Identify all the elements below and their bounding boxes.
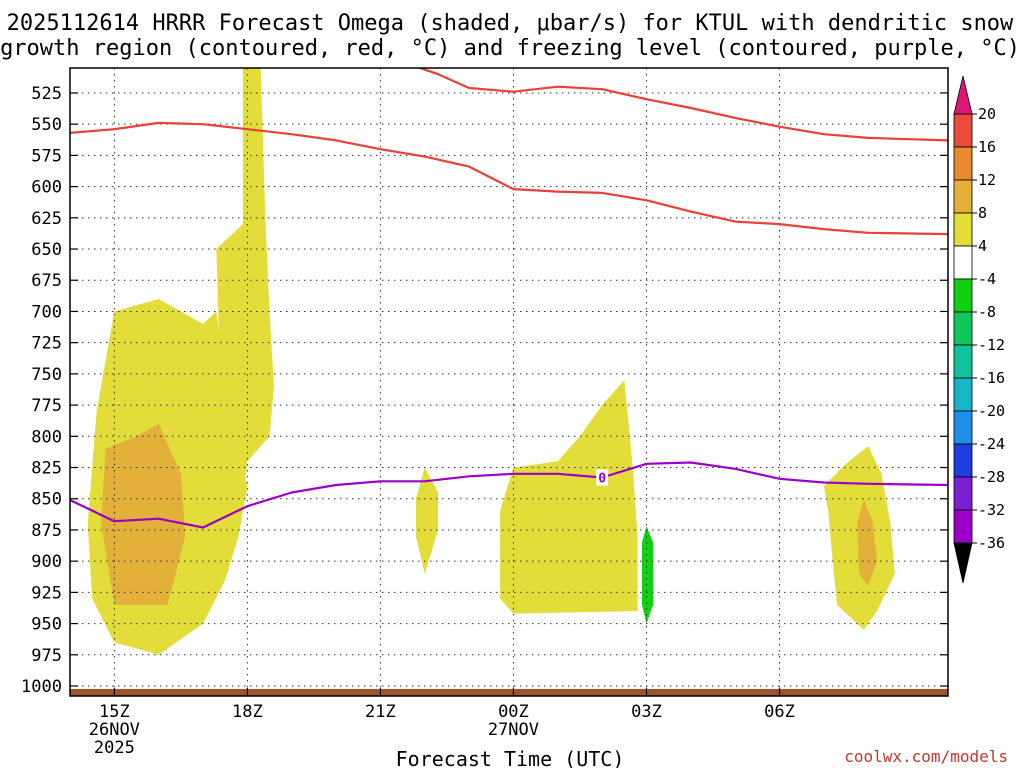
shade-omega-4-8-center — [500, 380, 638, 614]
colorbar-label: 20 — [978, 105, 996, 123]
x-tick-year: 2025 — [94, 738, 135, 758]
series-line — [417, 68, 948, 142]
y-tick-label: 625 — [31, 209, 62, 229]
series-line — [70, 121, 948, 236]
y-tick-label: 700 — [31, 302, 62, 322]
colorbar-segment — [953, 146, 973, 181]
omega-shading — [87, 68, 895, 655]
colorbar-segment — [953, 278, 973, 313]
colorbar-segment — [953, 113, 973, 148]
colorbar-segment — [953, 245, 973, 280]
shade-omega-8-12-right — [857, 498, 878, 587]
colorbar-label: 12 — [978, 171, 996, 189]
shade-omega-neg-green — [642, 526, 654, 624]
y-tick-label: 550 — [31, 115, 62, 135]
plot-frame — [69, 67, 949, 697]
x-tick-label: 15Z — [99, 702, 130, 722]
colorbar-over-arrow — [953, 75, 973, 115]
y-tick-label: 825 — [31, 459, 62, 479]
colorbar-label: -12 — [978, 336, 1005, 354]
colorbar-label: -8 — [978, 303, 996, 321]
surface-ground — [70, 689, 948, 696]
colorbar-segment — [953, 476, 973, 511]
y-axis: 525 550 575 600 625 650 675 700 725 750 775 800 825 8… — [21, 84, 948, 697]
shade-omega-4-8-small — [415, 467, 439, 574]
colorbar-label: -4 — [978, 270, 996, 288]
x-tick-label: 18Z — [232, 702, 263, 722]
chart-title-line-1: 2025112614 HRRR Forecast Omega (shaded, … — [7, 11, 1014, 36]
x-tick-label: 21Z — [365, 702, 396, 722]
contour-label-bg — [596, 469, 609, 486]
y-tick-label: 800 — [31, 427, 62, 447]
colorbar-segment — [953, 311, 973, 346]
y-tick-label: 575 — [31, 146, 62, 166]
colorbar-segment — [953, 344, 973, 379]
colorbar-segment — [953, 443, 973, 478]
colorbar-label: -16 — [978, 369, 1005, 387]
y-tick-label: 750 — [31, 365, 62, 385]
colorbar-segment — [953, 179, 973, 214]
colorbar-segment — [953, 377, 973, 412]
x-tick-date: 27NOV — [488, 720, 539, 740]
colorbar-label: 8 — [978, 204, 987, 222]
x-tick-label: 06Z — [764, 702, 795, 722]
colorbar-segment — [953, 509, 973, 544]
colorbar: 20 16 12 8 4 -4 -8 -12 -16 -20 -24 -28 -32 -36 — [953, 75, 1005, 584]
colorbar-under-arrow — [953, 542, 973, 584]
colorbar-label: 4 — [978, 237, 987, 255]
freezing-contour-label: 0 — [598, 472, 606, 487]
y-tick-label: 775 — [31, 396, 62, 416]
colorbar-label: -20 — [978, 402, 1005, 420]
colorbar-label: -32 — [978, 501, 1005, 519]
y-tick-label: 950 — [31, 615, 62, 635]
y-tick-label: 650 — [31, 240, 62, 260]
credit-text: coolwx.com/models — [844, 747, 1008, 766]
x-tick-label: 00Z — [498, 702, 529, 722]
y-tick-label: 850 — [31, 490, 62, 510]
x-tick-date: 26NOV — [89, 720, 140, 740]
y-tick-label: 925 — [31, 583, 62, 603]
y-tick-label: 725 — [31, 334, 62, 354]
y-tick-label: 525 — [31, 84, 62, 104]
shade-omega-8-12-main — [101, 423, 186, 605]
contour-lines: 0 — [70, 68, 948, 529]
y-tick-label: 600 — [31, 178, 62, 198]
colorbar-label: 16 — [978, 138, 996, 156]
x-tick-label: 03Z — [631, 702, 662, 722]
y-tick-label: 675 — [31, 271, 62, 291]
colorbar-segment — [953, 212, 973, 247]
y-tick-label: 875 — [31, 521, 62, 541]
series-line — [70, 461, 948, 529]
grid — [70, 68, 948, 696]
x-axis-label: Forecast Time (UTC) — [396, 747, 625, 768]
y-tick-label: 975 — [31, 646, 62, 666]
colorbar-label: -24 — [978, 435, 1005, 453]
y-tick-label: 1000 — [21, 677, 62, 697]
chart-title-line-2: growth region (contoured, red, °C) and f… — [0, 36, 1020, 61]
colorbar-label: -28 — [978, 468, 1005, 486]
colorbar-label: -36 — [978, 534, 1005, 552]
colorbar-segment — [953, 410, 973, 445]
y-tick-label: 900 — [31, 552, 62, 572]
